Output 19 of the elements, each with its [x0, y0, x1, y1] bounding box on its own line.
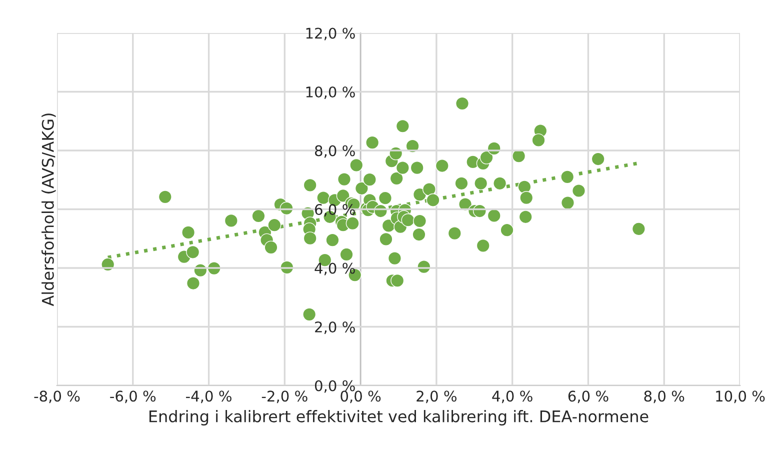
x-tick-label: 8,0 %: [644, 390, 684, 404]
x-tick-label: 4,0 %: [492, 390, 532, 404]
y-tick-label: 10,0 %: [306, 86, 355, 99]
y-tick-label: 0,0 %: [314, 380, 355, 393]
y-tick-label: 4,0 %: [314, 262, 355, 276]
y-tick-label: 12,0 %: [306, 28, 355, 40]
x-axis-title: Endring i kalibrert effektivitet ved kalibrering ift. DEA-normene: [149, 410, 648, 426]
x-tick-label: -6,0 %: [110, 390, 156, 404]
x-tick-label: 10,0 %: [716, 390, 765, 404]
x-tick-label: 2,0 %: [416, 390, 456, 404]
x-tick-label: 6,0 %: [568, 390, 608, 404]
x-tick-label: -4,0 %: [186, 390, 232, 404]
y-axis-title: Aldersforhold (AVS/AKG): [42, 114, 56, 306]
x-tick-label: -8,0 %: [34, 390, 80, 404]
x-tick-label: -2,0 %: [262, 390, 308, 404]
y-tick-label: 6,0 %: [315, 204, 355, 216]
y-tick-label: 2,0 %: [315, 321, 355, 334]
x-tick-label: 0,0 %: [340, 390, 381, 404]
y-tick-label: 8,0 %: [315, 145, 355, 158]
